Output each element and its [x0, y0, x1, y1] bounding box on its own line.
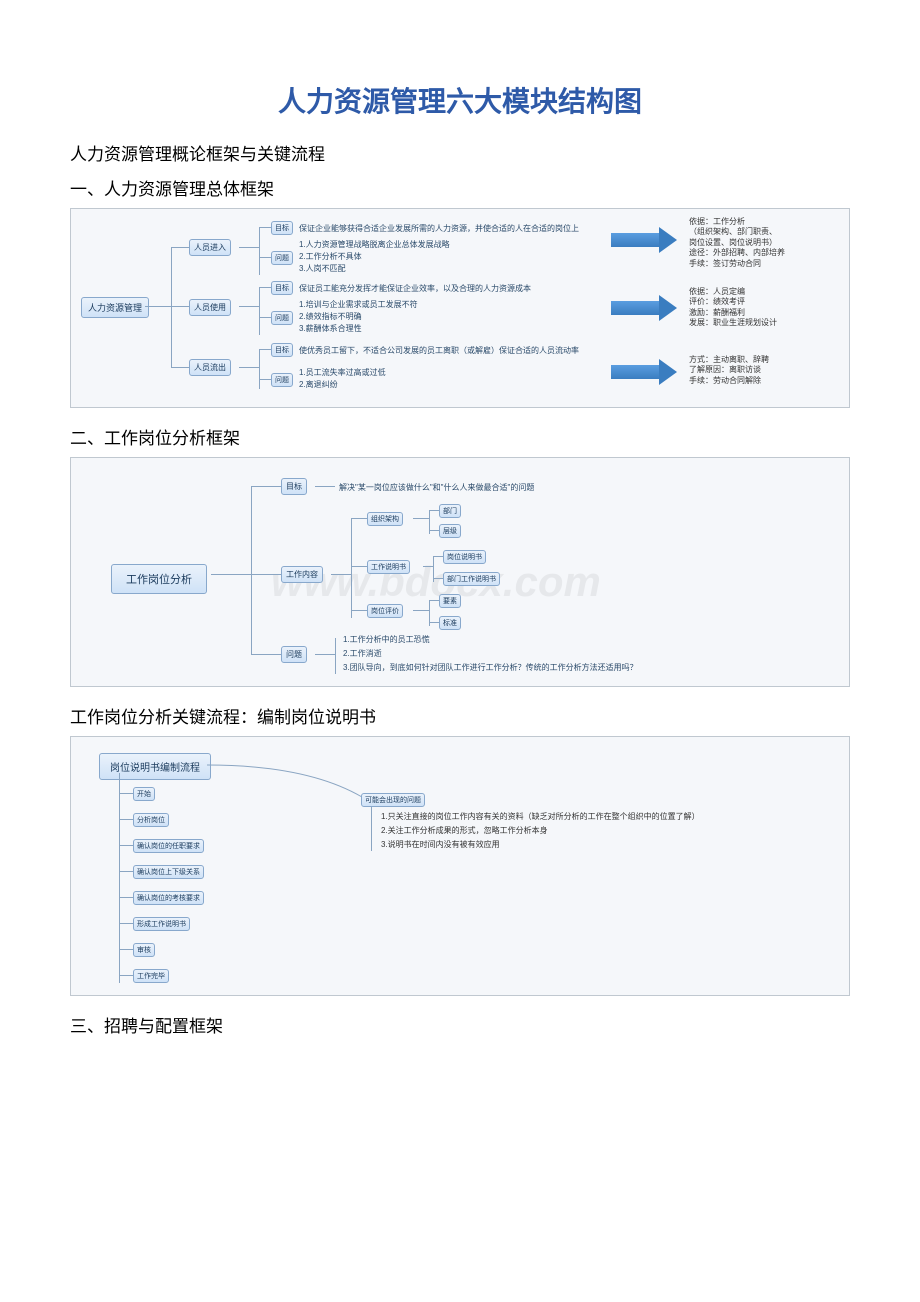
problem-line: 2.离退纠纷 [299, 379, 338, 390]
leaf-node: 部门工作说明书 [443, 572, 500, 586]
root-node: 人力资源管理 [81, 297, 149, 318]
branch-node: 人员流出 [189, 359, 231, 376]
problem-label: 问题 [271, 311, 293, 325]
step-node: 开始 [133, 787, 155, 801]
page-title: 人力资源管理六大模块结构图 [70, 80, 850, 120]
child-node: 岗位评价 [367, 604, 403, 618]
problem-line: 1.工作分析中的员工恐慌 [343, 634, 430, 645]
goal-text: 保证员工能充分发挥才能保证企业效率，以及合理的人力资源成本 [299, 283, 531, 294]
problem-line: 3.团队导向，到底如何针对团队工作进行工作分析？传统的工作分析方法还适用吗？ [343, 662, 638, 673]
side-line: 2.关注工作分析成果的形式，忽略工作分析本身 [381, 825, 548, 836]
diagram-job-analysis: www.bdocx.com 工作岗位分析 目标 解决"某一岗位应该做什么"和"什… [70, 457, 850, 687]
side-text: 方式：主动离职、辞聘 了解原因：离职访谈 手续：劳动合同解除 [689, 355, 769, 386]
problem-line: 1.人力资源管理战略脱离企业总体发展战略 [299, 239, 450, 250]
branch-node: 目标 [281, 478, 307, 495]
goal-text: 保证企业能够获得合适企业发展所需的人力资源，并使合适的人在合适的岗位上 [299, 223, 579, 234]
section2-heading: 二、工作岗位分析框架 [70, 424, 850, 449]
problem-label: 问题 [271, 373, 293, 387]
diagram-job-desc-process: 岗位说明书编制流程 开始 分析岗位 确认岗位的任职要求 确认岗位上下级关系 确认… [70, 736, 850, 996]
arrow-icon [611, 227, 681, 253]
step-node: 分析岗位 [133, 813, 169, 827]
problem-line: 2.绩效指标不明确 [299, 311, 362, 322]
step-node: 确认岗位上下级关系 [133, 865, 204, 879]
child-node: 工作说明书 [367, 560, 410, 574]
problem-label: 问题 [271, 251, 293, 265]
problem-line: 1.员工流失率过高或过低 [299, 367, 386, 378]
problem-line: 2.工作分析不具体 [299, 251, 362, 262]
section3-heading: 三、招聘与配置框架 [70, 1012, 850, 1037]
section1-heading: 一、人力资源管理总体框架 [70, 175, 850, 200]
leaf-node: 部门 [439, 504, 461, 518]
goal-text: 使优秀员工留下，不适合公司发展的员工离职（或解雇）保证合适的人员流动率 [299, 345, 579, 356]
branch-node: 问题 [281, 646, 307, 663]
branch-node: 人员进入 [189, 239, 231, 256]
side-line: 1.只关注直接的岗位工作内容有关的资料（缺乏对所分析的工作在整个组织中的位置了解… [381, 811, 700, 822]
child-node: 组织架构 [367, 512, 403, 526]
problem-line: 1.培训与企业需求或员工发展不符 [299, 299, 418, 310]
goal-label: 目标 [271, 221, 293, 235]
side-text: 依据：工作分析 （组织架构、部门职责、 岗位设置、岗位说明书） 途径：外部招聘、… [689, 217, 785, 269]
arrow-icon [611, 295, 681, 321]
step-node: 确认岗位的任职要求 [133, 839, 204, 853]
leaf-node: 岗位说明书 [443, 550, 486, 564]
step-node: 工作完毕 [133, 969, 169, 983]
goal-label: 目标 [271, 281, 293, 295]
problem-line: 3.人岗不匹配 [299, 263, 346, 274]
branch-node: 工作内容 [281, 566, 323, 583]
leaf-node: 标准 [439, 616, 461, 630]
branch-node: 人员使用 [189, 299, 231, 316]
diagram-hr-overview: 人力资源管理 人员进入 目标 保证企业能够获得合适企业发展所需的人力资源，并使合… [70, 208, 850, 408]
arrow-icon [611, 359, 681, 385]
goal-text: 解决"某一岗位应该做什么"和"什么人来做最合适"的问题 [339, 482, 534, 493]
connector-curve [207, 761, 367, 801]
subtitle: 人力资源管理概论框架与关键流程 [70, 140, 850, 165]
step-node: 形成工作说明书 [133, 917, 190, 931]
problem-line: 3.薪酬体系合理性 [299, 323, 362, 334]
leaf-node: 层级 [439, 524, 461, 538]
step-node: 确认岗位的考核要求 [133, 891, 204, 905]
problem-line: 2.工作消逝 [343, 648, 382, 659]
root-node: 工作岗位分析 [111, 564, 207, 594]
step-node: 审核 [133, 943, 155, 957]
goal-label: 目标 [271, 343, 293, 357]
leaf-node: 要素 [439, 594, 461, 608]
side-title-node: 可能会出现的问题 [361, 793, 425, 807]
side-text: 依据：人员定编 评价：绩效考评 激励：薪酬福利 发展：职业生涯规划设计 [689, 287, 777, 329]
section2b-heading: 工作岗位分析关键流程：编制岗位说明书 [70, 703, 850, 728]
side-line: 3.说明书在时间内没有被有效应用 [381, 839, 500, 850]
root-node: 岗位说明书编制流程 [99, 753, 211, 780]
